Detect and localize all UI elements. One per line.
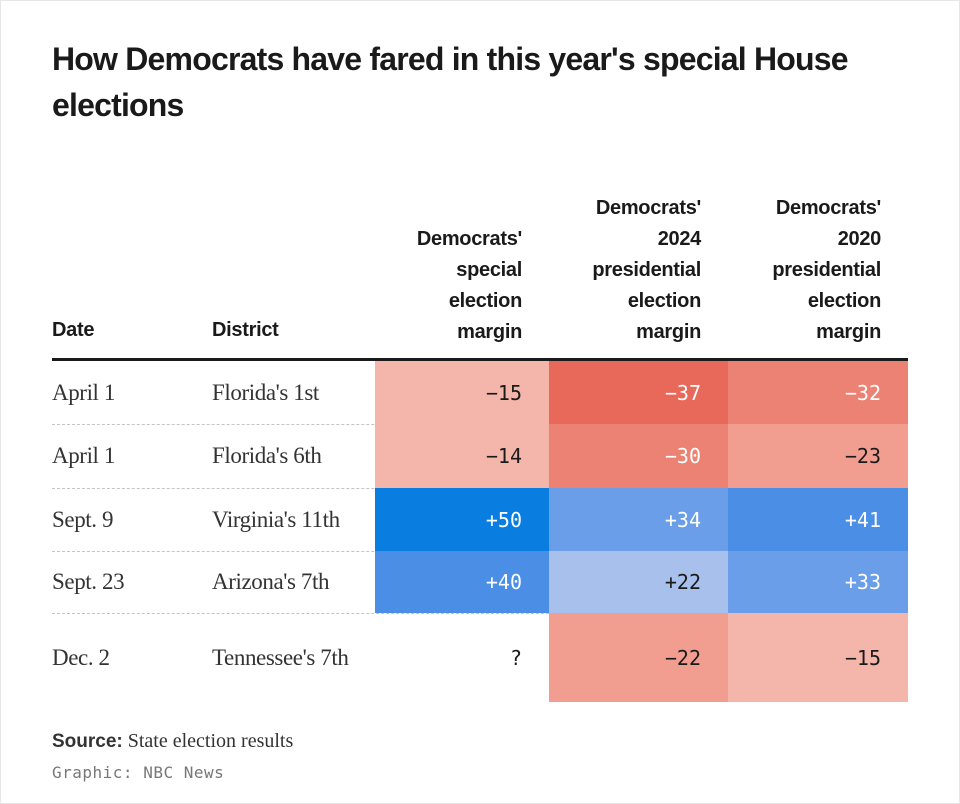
column-header-district: District	[212, 315, 279, 346]
column-header-line: presidential	[592, 259, 701, 281]
cell-fill-special	[375, 488, 549, 551]
cell-fill-pres2020	[728, 488, 908, 551]
column-header-line: Democrats'	[416, 228, 522, 250]
header-rule	[52, 358, 908, 361]
column-header-special: Democrats' special election margin	[376, 224, 522, 348]
cell-date: April 1	[52, 443, 115, 468]
graphic-credit: Graphic: NBC News	[52, 763, 225, 782]
column-header-line: election	[807, 290, 881, 312]
column-header-line: Democrats'	[595, 197, 701, 219]
cell-value-pres2020: −23	[844, 444, 881, 468]
column-header-pres2020: Democrats' 2020 presidential election margin	[728, 193, 881, 348]
cell-date: Dec. 2	[52, 644, 110, 670]
column-header-line: margin	[816, 321, 881, 343]
cell-district: Virginia's 11th	[212, 506, 340, 532]
cell-value-special: +50	[485, 507, 522, 532]
cell-value-pres2024: −37	[664, 380, 701, 405]
cell-date: April 1	[52, 379, 115, 405]
cell-value-pres2020: +41	[844, 507, 881, 532]
column-header-date: Date	[52, 315, 94, 346]
cell-value-pres2024: +34	[664, 507, 701, 532]
cell-fill-pres2024	[549, 488, 728, 551]
column-header-line: Date	[52, 319, 95, 341]
cell-fill-pres2024	[549, 424, 728, 488]
cell-date: Sept. 9	[52, 506, 114, 532]
column-header-line: special	[456, 259, 522, 281]
cell-value-pres2024: −30	[664, 444, 701, 468]
cell-value-pres2020: −32	[844, 380, 881, 405]
cell-fill-pres2024	[549, 551, 728, 613]
column-header-line: margin	[457, 321, 522, 343]
cell-fill-pres2024	[549, 361, 728, 424]
cell-district: Florida's 6th	[212, 443, 322, 468]
column-header-line: election	[627, 290, 701, 312]
cell-fill-special	[375, 361, 549, 424]
column-header-line: Democrats'	[775, 197, 881, 219]
cell-value-special: −15	[485, 380, 522, 405]
cell-district: Tennessee's 7th	[212, 644, 349, 670]
cell-fill-pres2020	[728, 551, 908, 613]
cell-value-special: ?	[509, 645, 522, 670]
column-header-line: 2024	[657, 228, 702, 250]
source-note: Source: State election results	[52, 730, 293, 753]
column-header-line: 2020	[837, 228, 882, 250]
cell-value-pres2024: +22	[664, 570, 701, 594]
cell-value-pres2020: +33	[844, 570, 881, 594]
cell-fill-special	[375, 551, 549, 613]
cell-value-pres2024: −22	[664, 645, 701, 670]
cell-value-pres2020: −15	[844, 645, 881, 670]
cell-fill-special	[375, 424, 549, 488]
cell-fill-pres2020	[728, 361, 908, 424]
column-header-line: presidential	[772, 259, 881, 281]
column-header-line: margin	[636, 321, 701, 343]
source-label: Source:	[52, 731, 123, 752]
cell-district: Arizona's 7th	[212, 569, 330, 594]
cell-fill-pres2020	[728, 613, 908, 702]
cell-fill-pres2020	[728, 424, 908, 488]
source-text: State election results	[127, 730, 294, 752]
cell-date: Sept. 23	[52, 569, 125, 594]
cell-fill-pres2024	[549, 613, 728, 702]
column-header-line: District	[212, 319, 279, 341]
cell-value-special: +40	[485, 570, 522, 594]
cell-value-special: −14	[485, 444, 522, 468]
column-header-pres2024: Democrats' 2024 presidential election margin	[550, 193, 701, 348]
column-header-line: election	[448, 290, 522, 312]
cell-district: Florida's 1st	[212, 379, 319, 405]
row-separator	[52, 613, 908, 614]
chart-title: How Democrats have fared in this year's …	[52, 41, 849, 123]
